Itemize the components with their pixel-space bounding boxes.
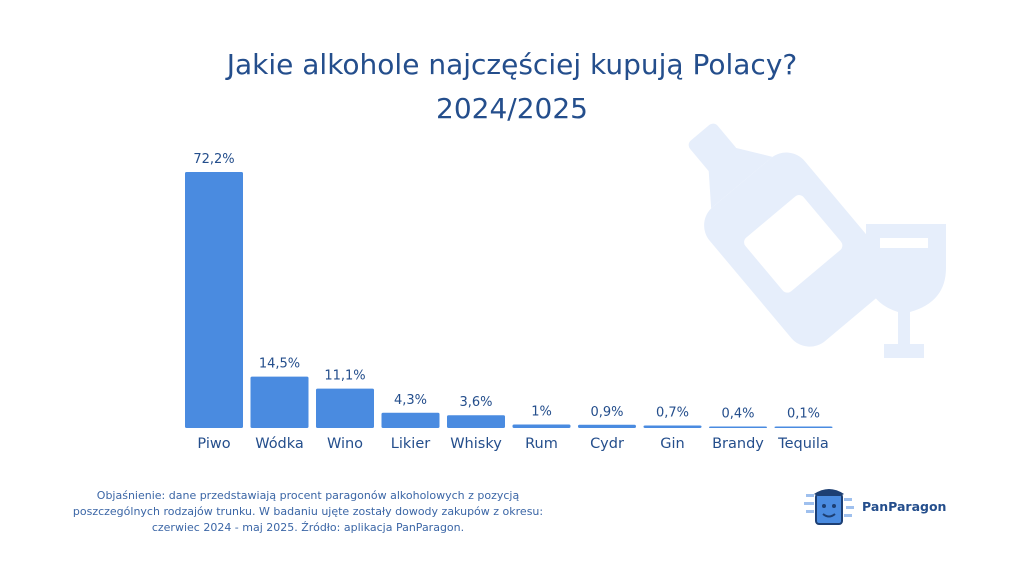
bottle-icon: [688, 123, 892, 347]
chart-title: Jakie alkohole najczęściej kupują Polacy…: [226, 48, 798, 81]
bar-piwo: [185, 172, 243, 428]
category-label-cydr: Cydr: [590, 436, 624, 452]
data-label-gin: 0,7%: [656, 406, 689, 421]
bar-likier: [381, 412, 440, 428]
data-label-wino: 11,1%: [324, 369, 365, 384]
category-label-brandy: Brandy: [712, 436, 764, 452]
category-label-gin: Gin: [660, 436, 684, 452]
category-label-likier: Likier: [391, 436, 430, 452]
category-label-tequila: Tequila: [777, 436, 829, 452]
brand-name: PanParagon: [862, 498, 947, 514]
data-label-cydr: 0,9%: [590, 405, 623, 420]
bar-wino: [316, 388, 374, 428]
data-label-rum: 1%: [531, 404, 552, 419]
data-label-brandy: 0,4%: [721, 407, 754, 422]
data-label-tequila: 0,1%: [787, 407, 820, 422]
data-label-piwo: 72,2%: [193, 152, 234, 167]
category-label-piwo: Piwo: [197, 436, 230, 452]
bar-chart: 72,2% Piwo 14,5% Wódka 11,1% Wino 4,3% Likier 3,…: [185, 152, 833, 452]
category-label-whisky: Whisky: [450, 436, 502, 452]
chart-footnote: Objaśnienie: dane przedstawiają procent …: [72, 489, 544, 534]
bar-wódka: [250, 376, 309, 428]
chart-subtitle: 2024/2025: [436, 92, 588, 125]
bar-gin: [643, 425, 702, 428]
data-label-wódka: 14,5%: [259, 357, 300, 372]
category-label-wino: Wino: [327, 436, 363, 452]
bar-brandy: [709, 426, 767, 428]
bar-tequila: [774, 426, 833, 428]
bar-rum: [512, 424, 571, 428]
bar-cydr: [578, 424, 636, 428]
category-label-rum: Rum: [525, 436, 558, 452]
brand-logo: PanParagon: [804, 484, 946, 528]
data-label-whisky: 3,6%: [459, 395, 492, 410]
bar-whisky: [447, 415, 505, 428]
data-label-likier: 4,3%: [394, 393, 427, 408]
wine-glass-icon: [866, 224, 946, 358]
category-label-wódka: Wódka: [255, 436, 304, 452]
panparagon-mascot-icon: [804, 489, 854, 525]
